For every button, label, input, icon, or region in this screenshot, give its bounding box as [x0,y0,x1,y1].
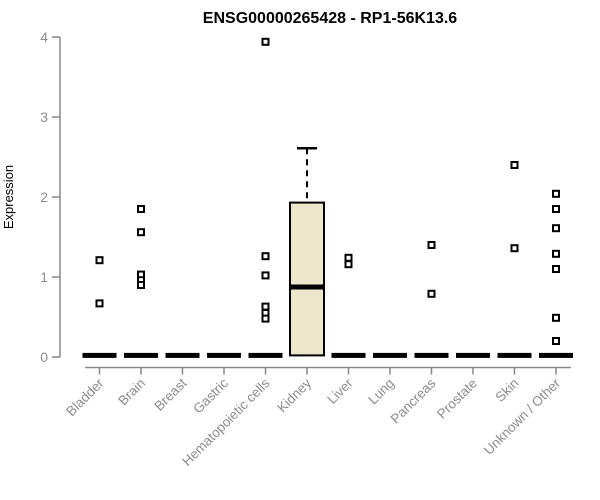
box-collapsed-bar [124,352,158,358]
x-category-label: Pancreas [388,375,439,426]
data-point-marker [510,161,519,169]
box-collapsed-bar [414,352,449,358]
data-point-marker [552,265,560,273]
data-point-marker [261,252,270,261]
data-point-marker [137,281,145,289]
x-category-label: Prostate [434,376,480,422]
data-point-marker [552,189,560,198]
y-tick-label: 0 [40,349,48,365]
x-category-label: Kidney [274,375,314,415]
x-category-label: Brain [115,376,148,409]
data-point-marker [552,249,560,258]
x-category-label: Unknown / Other [481,375,564,458]
x-category-label: Breast [151,375,189,413]
x-category-label: Bladder [63,375,107,419]
data-point-marker [261,302,270,311]
y-axis-label: Expression [1,165,16,229]
chart-title: ENSG00000265428 - RP1-56K13.6 [203,10,457,27]
box-collapsed-bar [497,352,532,358]
data-point-marker [137,228,145,237]
x-category-label: Lung [365,376,397,408]
data-point-marker [95,256,104,265]
data-point-marker [261,314,270,323]
data-point-marker [427,289,436,298]
y-tick-label: 3 [40,109,48,125]
box-median-line [290,284,324,290]
box-collapsed-bar [165,352,200,358]
box-collapsed-bar [207,352,241,358]
x-category-label: Gastric [190,375,231,416]
box-collapsed-bar [456,352,490,358]
y-tick-label: 1 [40,269,48,285]
box-collapsed-bar [331,352,366,358]
box-collapsed-bar [82,352,117,358]
y-tick-label: 4 [40,29,48,45]
data-point-marker [261,37,270,46]
data-point-marker [344,260,353,269]
box-collapsed-bar [248,352,283,358]
data-point-marker [510,244,519,253]
box-collapsed-bar [373,352,407,358]
data-point-marker [137,205,145,213]
data-point-marker [344,253,353,262]
y-tick-label: 2 [40,189,48,205]
data-point-marker [427,241,436,249]
data-point-marker [552,205,560,213]
data-point-marker [552,313,560,322]
data-point-marker [552,224,560,233]
data-point-marker [95,299,104,308]
x-category-label: Liver [324,375,356,407]
data-point-marker [261,271,270,280]
data-point-marker [552,337,560,345]
box-iqr [289,201,325,357]
box-collapsed-bar [539,352,573,358]
x-category-label: Skin [492,376,521,405]
